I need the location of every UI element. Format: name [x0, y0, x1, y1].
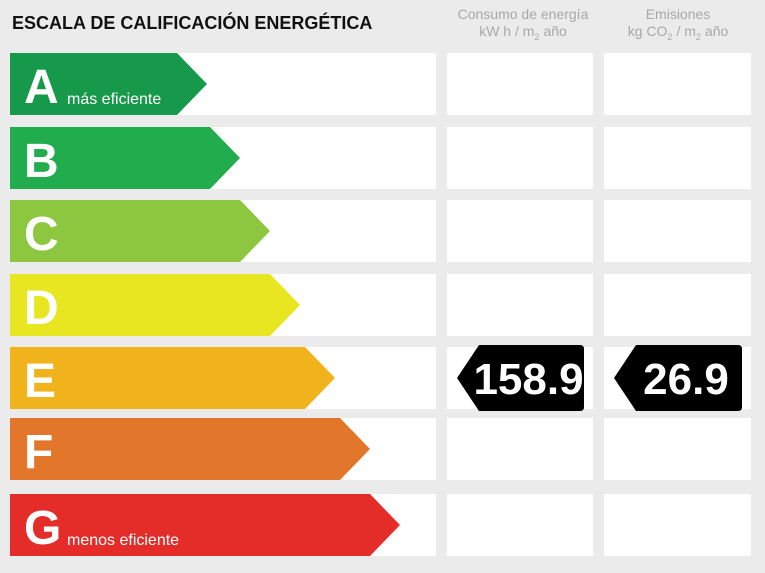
unit-subscript: 2: [667, 32, 672, 42]
unit-text: año: [705, 23, 729, 39]
cell: [447, 53, 593, 115]
rating-letter: F: [24, 426, 53, 479]
value-label: 26.9: [643, 355, 729, 404]
rating-note: menos eficiente: [67, 532, 179, 549]
rating-note: más eficiente: [67, 91, 161, 108]
rating-letter: E: [24, 355, 56, 408]
unit-subscript: 2: [534, 32, 539, 42]
value-indicator: [457, 345, 584, 411]
cell: [604, 127, 751, 189]
unit-text: / m: [676, 23, 695, 39]
cell: [604, 274, 751, 336]
rating-arrow: [10, 200, 270, 262]
rating-arrow: [10, 53, 207, 115]
cell: [447, 418, 593, 480]
cell: [447, 274, 593, 336]
unit-text: kW h / m: [479, 23, 534, 39]
rating-letter: A: [24, 61, 59, 114]
cell: [447, 200, 593, 262]
value-label: 158.9: [473, 355, 583, 404]
cell: [604, 53, 751, 115]
rating-arrow: [10, 418, 370, 480]
rating-letter: D: [24, 282, 59, 335]
rating-letter: G: [24, 502, 61, 555]
column-header: Consumo de energía: [458, 6, 589, 22]
cell: [604, 494, 751, 556]
rating-arrow: [10, 127, 240, 189]
cell: [604, 418, 751, 480]
rating-arrow: [10, 494, 400, 556]
unit-text: kg CO: [628, 23, 668, 39]
cell: [447, 127, 593, 189]
rating-letter: C: [24, 208, 59, 261]
unit-text: año: [543, 23, 567, 39]
rating-arrow: [10, 274, 300, 336]
column-unit: kg CO2/ m2 año: [628, 23, 729, 42]
cell: [604, 200, 751, 262]
column-unit: kW h / m2 año: [479, 23, 567, 42]
value-indicator: [614, 345, 742, 411]
title: ESCALA DE CALIFICACIÓN ENERGÉTICA: [12, 12, 372, 33]
column-header: Emisiones: [646, 6, 711, 22]
rating-arrow: [10, 347, 335, 409]
cell: [447, 494, 593, 556]
rating-letter: B: [24, 135, 59, 188]
unit-subscript: 2: [696, 32, 701, 42]
